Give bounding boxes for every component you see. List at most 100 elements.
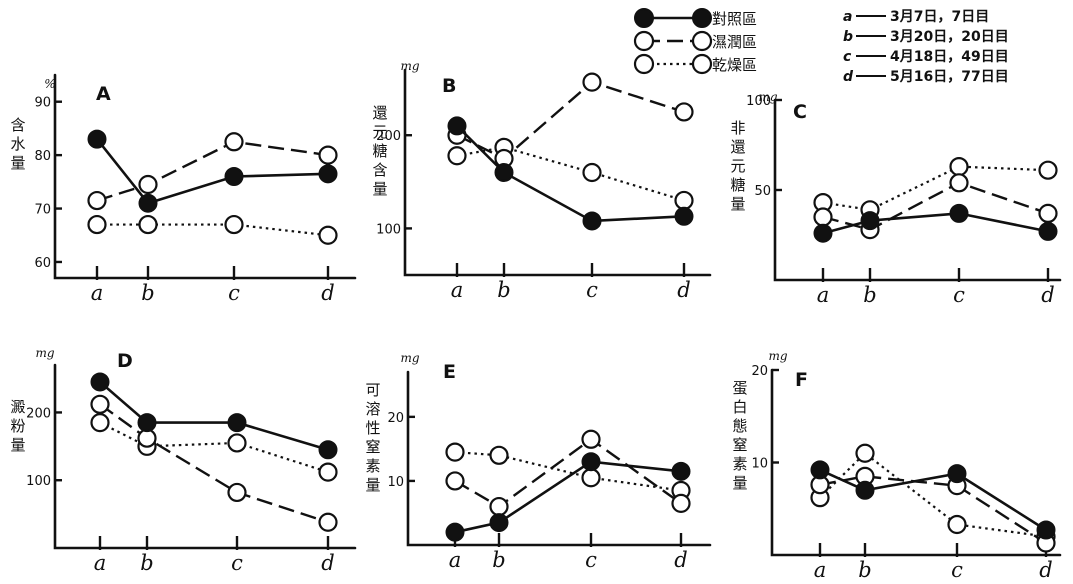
ylabel-char-C-1: 還 bbox=[730, 138, 745, 156]
ylabel-char-F-5: 量 bbox=[732, 474, 747, 492]
xtick-label-B-a: a bbox=[451, 278, 464, 302]
legend-label-control: 對照區 bbox=[712, 10, 757, 28]
point-B-wet-c bbox=[582, 72, 602, 92]
xtick-label-E-a: a bbox=[449, 548, 462, 572]
point-A-wet-a bbox=[87, 190, 107, 211]
unit-label-B: mg bbox=[400, 59, 419, 73]
series-line-F-wet bbox=[819, 475, 1047, 544]
ytick-label-A-1: 70 bbox=[34, 203, 51, 218]
panel-letter-D: D bbox=[117, 350, 133, 372]
ylabel-char-F-4: 素 bbox=[732, 455, 747, 473]
point-E-dry-b bbox=[489, 445, 509, 465]
point-F-control-b bbox=[855, 480, 875, 500]
ylabel-char-B-1: 元 bbox=[372, 123, 387, 141]
xtick-label-D-a: a bbox=[94, 551, 107, 575]
panel-A: A% 含水量 60 70 80 90 a b c d bbox=[10, 73, 357, 305]
axes-C bbox=[773, 98, 1062, 282]
ylabel-char-E-3: 窒 bbox=[365, 438, 380, 456]
point-A-dry-d bbox=[318, 225, 338, 245]
ylabel-char-B-0: 還 bbox=[372, 104, 387, 122]
point-D-wet-b bbox=[137, 428, 157, 448]
xtick-label-A-a: a bbox=[91, 281, 104, 305]
point-D-wet-d bbox=[318, 512, 338, 532]
ytick-label-E-0: 10 bbox=[387, 475, 404, 490]
series-line-A-dry bbox=[97, 223, 329, 237]
series-line-F-dry bbox=[819, 451, 1047, 538]
date-key-text-a: 3月7日，7日目 bbox=[890, 9, 989, 25]
series-line-C-control bbox=[822, 212, 1049, 235]
point-D-control-a bbox=[90, 372, 110, 392]
ylabel-char-C-4: 量 bbox=[730, 195, 745, 213]
ytick-label-B-1: 200 bbox=[376, 129, 401, 144]
point-D-control-b bbox=[137, 413, 157, 433]
ylabel-char-F-0: 蛋 bbox=[732, 379, 747, 397]
series-line-A-wet bbox=[96, 140, 329, 202]
date-key-text-c: 4月18日，49日目 bbox=[890, 49, 1009, 65]
xtick-label-E-c: c bbox=[585, 548, 597, 572]
point-B-control-a bbox=[447, 116, 467, 136]
point-F-control-d bbox=[1036, 520, 1056, 540]
xtick-label-B-b: b bbox=[497, 278, 510, 302]
unit-label-E: mg bbox=[400, 351, 419, 365]
date-key-letter-a: a bbox=[843, 9, 852, 25]
ylabel-char-F-2: 態 bbox=[732, 417, 747, 435]
ytick-label-B-0: 100 bbox=[376, 222, 401, 237]
point-D-wet-c bbox=[227, 482, 247, 503]
ylabel-char-A-1: 水 bbox=[10, 135, 25, 153]
date-key-letter-c: c bbox=[843, 49, 852, 65]
xtick-label-C-d: d bbox=[1041, 283, 1054, 307]
point-B-control-d bbox=[674, 206, 694, 226]
point-A-control-c bbox=[224, 167, 244, 186]
xtick-label-A-c: c bbox=[228, 281, 240, 305]
axes-F bbox=[770, 368, 1062, 557]
point-C-wet-c bbox=[949, 173, 969, 193]
ytick-label-F-1: 20 bbox=[751, 364, 768, 379]
panel-letter-A: A bbox=[96, 83, 111, 105]
point-A-dry-c bbox=[224, 214, 244, 235]
point-B-control-b bbox=[494, 163, 514, 182]
series-line-E-wet bbox=[454, 437, 682, 508]
xtick-label-A-d: d bbox=[321, 281, 334, 305]
unit-label-C: mg bbox=[758, 90, 777, 104]
series-line-B-control bbox=[456, 124, 685, 223]
ytick-label-A-2: 80 bbox=[34, 149, 51, 164]
xtick-label-D-d: d bbox=[321, 551, 334, 575]
point-D-dry-d bbox=[318, 462, 338, 482]
point-A-control-a bbox=[87, 129, 107, 149]
ylabel-char-C-0: 非 bbox=[730, 119, 745, 137]
series-line-B-dry bbox=[456, 146, 685, 202]
point-C-wet-d bbox=[1038, 203, 1058, 223]
series-line-B-wet bbox=[456, 80, 685, 160]
series-line-E-dry bbox=[454, 450, 682, 492]
series-line-F-control bbox=[819, 468, 1047, 532]
point-E-wet-c bbox=[581, 429, 601, 449]
ylabel-char-A-2: 量 bbox=[10, 154, 25, 172]
point-F-control-a bbox=[810, 460, 830, 480]
series-line-D-control bbox=[99, 380, 329, 451]
point-D-control-c bbox=[227, 413, 247, 433]
date-key-text-b: 3月20日，20日目 bbox=[890, 29, 1009, 45]
xtick-label-C-b: b bbox=[863, 283, 876, 307]
panel-letter-B: B bbox=[442, 75, 456, 97]
point-E-dry-a bbox=[445, 442, 465, 462]
point-A-wet-d bbox=[318, 145, 338, 165]
ylabel-char-E-0: 可 bbox=[365, 381, 380, 399]
axes-A bbox=[53, 73, 357, 280]
axes-B bbox=[403, 68, 712, 277]
ylabel-char-D-1: 粉 bbox=[10, 417, 25, 435]
point-E-wet-d bbox=[671, 493, 691, 513]
point-B-dry-d bbox=[674, 190, 694, 211]
point-E-control-c bbox=[581, 452, 601, 472]
xtick-label-F-c: c bbox=[951, 558, 963, 582]
point-E-control-a bbox=[445, 522, 465, 542]
panel-D: Dmg 澱粉量 100 200 a b c d bbox=[10, 346, 357, 575]
point-E-wet-b bbox=[489, 496, 509, 517]
legend-label-dry: 乾燥區 bbox=[712, 56, 757, 74]
ylabel-char-E-1: 溶 bbox=[365, 400, 380, 418]
panel-letter-C: C bbox=[793, 101, 807, 123]
point-C-control-a bbox=[813, 223, 833, 243]
unit-label-D: mg bbox=[35, 346, 54, 360]
point-A-wet-b bbox=[138, 174, 158, 195]
